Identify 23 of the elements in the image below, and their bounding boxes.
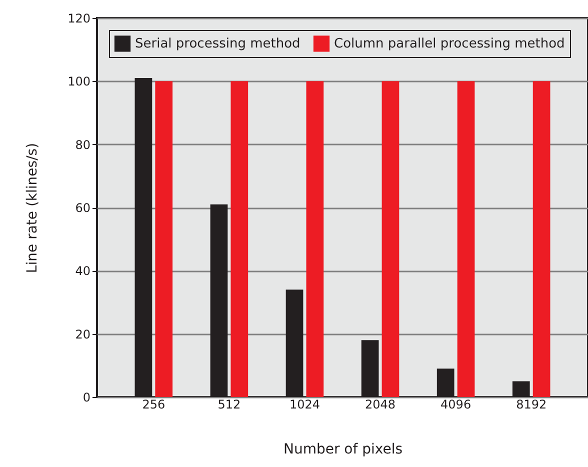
x-tick-label: 8192: [516, 398, 547, 412]
x-tick-label: 256: [142, 398, 166, 412]
x-tick-label: 1024: [289, 398, 320, 412]
bar: [532, 81, 550, 397]
y-tick-label: 40: [75, 264, 90, 278]
y-tick-label: 80: [75, 138, 90, 152]
x-tick-label: 2048: [364, 398, 396, 412]
legend-label: Column parallel processing method: [334, 36, 565, 52]
x-tick-label: 512: [218, 398, 241, 412]
bar: [382, 81, 400, 397]
y-axis-title: Line rate (klines/s): [24, 142, 41, 274]
y-tick-label: 60: [75, 201, 90, 215]
bar: [230, 81, 248, 397]
y-tick-label: 20: [75, 327, 90, 342]
legend-label: Serial processing method: [135, 36, 300, 52]
y-tick-label: 0: [82, 390, 90, 404]
bar: [155, 81, 173, 397]
x-tick-label: 4096: [440, 398, 472, 412]
y-tick-label: 100: [68, 74, 90, 89]
y-tick-label: 120: [68, 12, 90, 26]
bar: [457, 81, 475, 397]
x-axis-title: Number of pixels: [283, 442, 403, 458]
bar: [306, 81, 324, 397]
